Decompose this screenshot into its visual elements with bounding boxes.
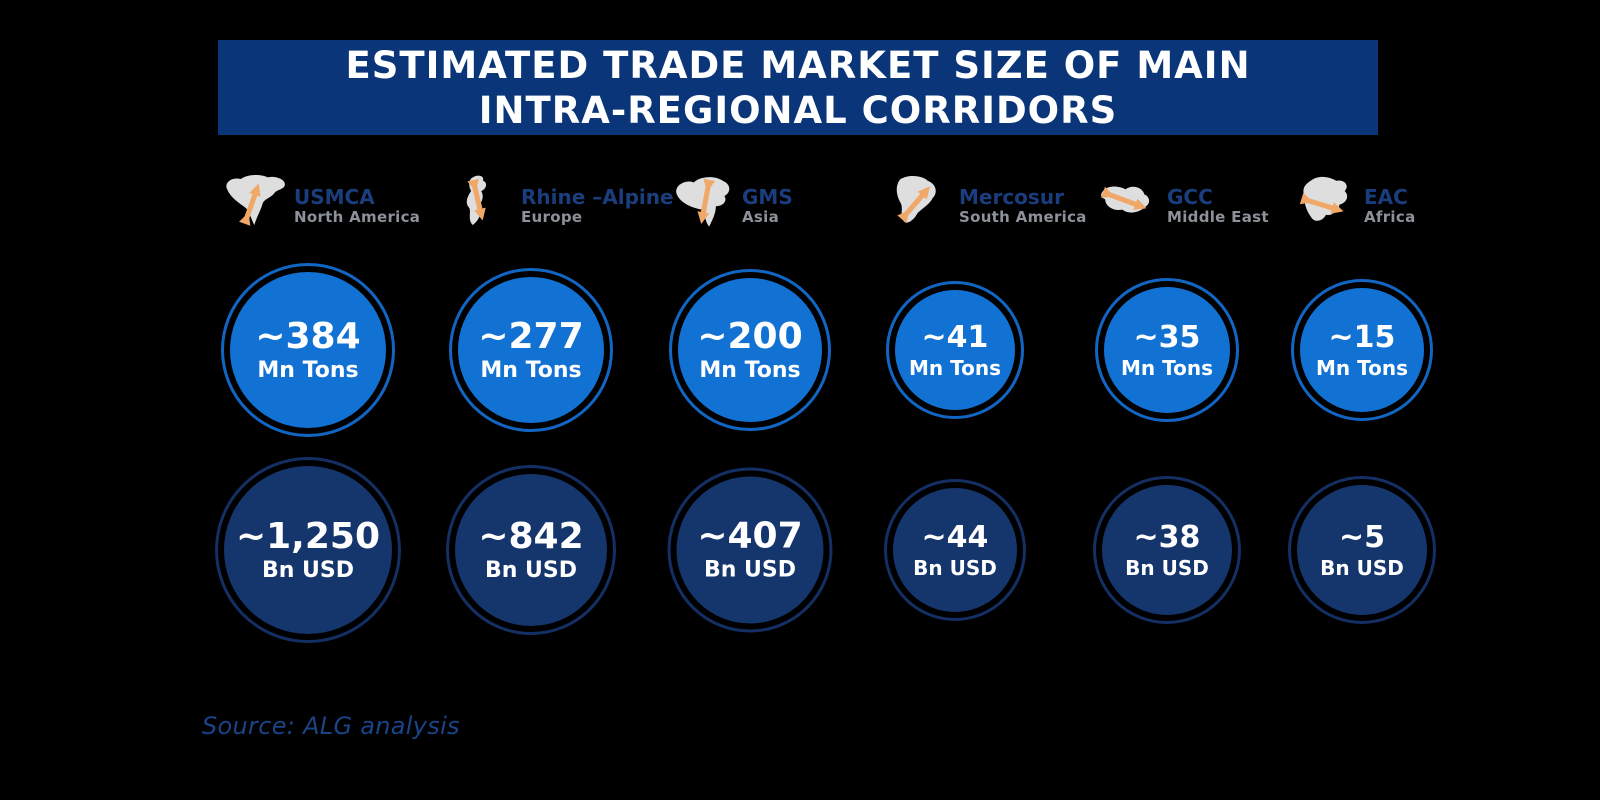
tons-bubble: ~200 Mn Tons [669,269,831,431]
corridor-labels: Rhine –Alpine Europe [521,186,674,234]
corridor-labels: Mercosur South America [959,186,1087,234]
usd-bubble-fill: ~38 Bn USD [1102,485,1232,615]
tons-unit: Mn Tons [909,355,1001,380]
usd-unit: Bn USD [484,557,578,583]
usd-unit: Bn USD [261,557,355,583]
tons-bubble-fill: ~277 Mn Tons [458,277,604,423]
usd-value: ~38 [1133,519,1201,555]
tons-bubble-fill: ~384 Mn Tons [230,272,386,428]
tons-bubble-fill: ~35 Mn Tons [1104,287,1230,413]
corridor-labels: GCC Middle East [1167,186,1269,234]
usd-value: ~44 [921,519,989,555]
south-america-map-icon [896,175,936,224]
usd-value: ~1,250 [235,515,381,557]
source-note: Source: ALG analysis [202,712,460,740]
corridor-header: GMS Asia [670,170,793,234]
page-title-line1: ESTIMATED TRADE MARKET SIZE OF MAIN [345,43,1251,87]
corridor-header: USMCA North America [222,170,420,234]
africa-map-icon [1299,176,1348,221]
corridor-header: Rhine –Alpine Europe [449,170,674,234]
north-america-map-icon [226,174,285,226]
tons-unit: Mn Tons [1121,355,1213,380]
corridor-header: GCC Middle East [1095,170,1269,234]
tons-unit: Mn Tons [480,357,582,383]
corridor-name: Mercosur [959,185,1064,209]
tons-bubble: ~15 Mn Tons [1291,279,1433,421]
tons-value: ~41 [921,319,989,355]
usd-bubble: ~5 Bn USD [1288,476,1436,624]
corridor-region: Asia [742,208,780,226]
corridor-labels: USMCA North America [294,186,420,234]
usd-unit: Bn USD [913,555,997,580]
tons-unit: Mn Tons [257,357,359,383]
usd-bubble: ~842 Bn USD [446,465,616,635]
corridor-name: Rhine –Alpine [521,185,674,209]
tons-bubble: ~41 Mn Tons [886,281,1024,419]
corridor-header: EAC Africa [1292,170,1416,234]
usd-unit: Bn USD [1320,555,1404,580]
title-bar: ESTIMATED TRADE MARKET SIZE OF MAIN INTR… [218,40,1378,135]
tons-bubble: ~384 Mn Tons [221,263,395,437]
usd-bubble-fill: ~5 Bn USD [1297,485,1427,615]
usd-value: ~842 [478,515,584,557]
usd-bubble-fill: ~407 Bn USD [676,476,824,624]
tons-value: ~15 [1328,319,1396,355]
usd-bubble: ~38 Bn USD [1093,476,1241,624]
middle-east-map-icon [1100,186,1150,213]
usd-bubble: ~44 Bn USD [884,479,1026,621]
corridor-labels: GMS Asia [742,186,793,234]
usd-bubble-fill: ~44 Bn USD [893,488,1017,612]
asia-map-icon [676,177,730,227]
corridor-name: GMS [742,185,793,209]
usd-bubble: ~407 Bn USD [667,467,833,633]
usd-unit: Bn USD [703,557,797,583]
tons-value: ~35 [1133,319,1201,355]
tons-bubble-fill: ~200 Mn Tons [678,278,822,422]
tons-value: ~200 [697,315,803,357]
corridor-region: Middle East [1167,208,1269,226]
usd-value: ~407 [697,515,803,557]
corridor-name: EAC [1364,185,1408,209]
corridor-region: South America [959,208,1087,226]
tons-bubble-fill: ~41 Mn Tons [895,290,1015,410]
usd-bubble-fill: ~842 Bn USD [455,474,607,626]
tons-value: ~384 [255,315,361,357]
usd-value: ~5 [1338,519,1385,555]
page-title-line2: INTRA-REGIONAL CORRIDORS [478,88,1118,132]
tons-unit: Mn Tons [699,357,801,383]
tons-bubble: ~277 Mn Tons [449,268,613,432]
corridor-name: GCC [1167,185,1213,209]
corridor-region: Africa [1364,208,1416,226]
usd-unit: Bn USD [1125,555,1209,580]
corridor-region: North America [294,208,421,226]
tons-value: ~277 [478,315,584,357]
corridor-header: Mercosur South America [887,170,1087,234]
usd-bubble-fill: ~1,250 Bn USD [224,466,392,634]
corridor-region: Europe [521,208,583,226]
tons-bubble: ~35 Mn Tons [1095,278,1239,422]
corridor-labels: EAC Africa [1364,186,1416,234]
usd-bubble: ~1,250 Bn USD [215,457,401,643]
tons-unit: Mn Tons [1316,355,1408,380]
tons-bubble-fill: ~15 Mn Tons [1300,288,1424,412]
corridor-name: USMCA [294,185,375,209]
europe-map-icon [466,175,487,225]
